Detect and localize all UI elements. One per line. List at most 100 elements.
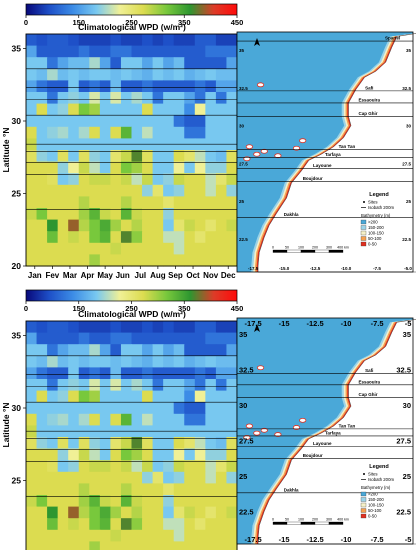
heatmap-cell bbox=[110, 92, 122, 105]
heatmap-cell bbox=[194, 173, 206, 186]
heatmap-cell bbox=[226, 254, 238, 267]
heatmap-cell bbox=[68, 321, 80, 334]
heatmap-cell bbox=[68, 344, 80, 357]
heatmap-cell bbox=[226, 208, 238, 221]
heatmap-cell bbox=[173, 437, 185, 450]
heatmap-cell bbox=[120, 208, 133, 221]
place-label: Tarfaya bbox=[325, 152, 341, 157]
scale-bar-label: 100 bbox=[298, 518, 304, 522]
heatmap-cell bbox=[215, 161, 228, 174]
heatmap-cell bbox=[78, 541, 90, 550]
heatmap-cell bbox=[163, 45, 175, 58]
heatmap-cell bbox=[205, 219, 217, 232]
heatmap-cell bbox=[68, 448, 80, 461]
map-lat-tick-left: 30 bbox=[239, 401, 247, 410]
heatmap-cell bbox=[163, 471, 175, 484]
heatmap-cell bbox=[163, 103, 175, 116]
heatmap-cell bbox=[47, 355, 59, 368]
heatmap-cell bbox=[99, 68, 111, 81]
heatmap-cell bbox=[215, 332, 228, 345]
heatmap-cell bbox=[36, 471, 48, 484]
heatmap-cell bbox=[142, 448, 154, 461]
heatmap-cell bbox=[184, 173, 196, 186]
heatmap-cell bbox=[131, 437, 143, 450]
heatmap-cell bbox=[120, 448, 133, 461]
bathymetry-label: 100-150 bbox=[368, 231, 384, 236]
heatmap-cell bbox=[47, 518, 59, 531]
heatmap-cell bbox=[26, 184, 38, 197]
heatmap-cell bbox=[226, 57, 238, 70]
map-lat-tick-left: 32.5 bbox=[239, 366, 254, 375]
heatmap-cell bbox=[152, 242, 164, 255]
heatmap-cell bbox=[120, 402, 133, 415]
heatmap-cell bbox=[131, 242, 143, 255]
heatmap-cell bbox=[131, 448, 143, 461]
heatmap-cell bbox=[89, 184, 101, 197]
colorbar-tick-label: 0 bbox=[24, 18, 28, 27]
heatmap-cell bbox=[110, 390, 122, 403]
heatmap-cell bbox=[89, 208, 101, 221]
heatmap-cell bbox=[194, 344, 206, 357]
colorbar-tick-label: 150 bbox=[72, 18, 85, 27]
top-heatmap-xticks: Jan Fev Mar Apr May Jun Jul Aug Sep Oct Nov Dec bbox=[28, 266, 236, 280]
map-lon-tick-top: -12.5 bbox=[307, 319, 324, 328]
heatmap-cell bbox=[142, 45, 154, 58]
heatmap-cell bbox=[142, 184, 154, 197]
heatmap-cell bbox=[26, 541, 38, 550]
heatmap-cell bbox=[184, 460, 196, 473]
heatmap-cell bbox=[142, 355, 154, 368]
heatmap-cell bbox=[163, 173, 175, 186]
heatmap-cell bbox=[99, 495, 111, 508]
heatmap-cell bbox=[99, 518, 111, 531]
heatmap-cell bbox=[47, 150, 59, 163]
heatmap-cell bbox=[99, 460, 111, 473]
place-label: Tarfaya bbox=[325, 430, 341, 435]
heatmap-cell bbox=[99, 332, 111, 345]
heatmap-cell bbox=[26, 367, 38, 380]
heatmap-cell bbox=[152, 103, 164, 116]
heatmap-cell bbox=[163, 184, 175, 197]
heatmap-cell bbox=[184, 208, 196, 221]
heatmap-cell bbox=[205, 402, 217, 415]
heatmap-cell bbox=[57, 184, 69, 197]
top-heatmap-yticks: 35 30 25 20 bbox=[12, 44, 26, 271]
heatmap-cell bbox=[205, 92, 217, 105]
heatmap-cell bbox=[173, 541, 185, 550]
heatmap-cell bbox=[226, 173, 238, 186]
heatmap-cell bbox=[163, 254, 175, 267]
heatmap-cell bbox=[215, 483, 228, 496]
heatmap-cell bbox=[68, 332, 80, 345]
heatmap-cell bbox=[68, 196, 80, 209]
heatmap-cell bbox=[131, 161, 143, 174]
heatmap-cell bbox=[99, 506, 111, 519]
heatmap-cell bbox=[205, 115, 217, 128]
heatmap-cell bbox=[194, 150, 206, 163]
island bbox=[256, 82, 265, 88]
heatmap-cell bbox=[47, 471, 59, 484]
heatmap-cell bbox=[47, 413, 59, 426]
heatmap-cell bbox=[78, 321, 90, 334]
heatmap-cell bbox=[68, 529, 80, 542]
heatmap-cell bbox=[26, 115, 38, 128]
heatmap-cell bbox=[184, 448, 196, 461]
heatmap-cell bbox=[68, 80, 80, 93]
legend-item: Isobath 200m bbox=[368, 477, 394, 482]
x-tick-label: Jun bbox=[116, 271, 130, 280]
heatmap-cell bbox=[120, 68, 133, 81]
heatmap-cell bbox=[110, 529, 122, 542]
heatmap-cell bbox=[68, 231, 80, 244]
place-label: Dakhla bbox=[284, 487, 299, 492]
heatmap-cell bbox=[110, 344, 122, 357]
heatmap-cell bbox=[36, 126, 48, 139]
heatmap-cell bbox=[194, 529, 206, 542]
heatmap-cell bbox=[152, 448, 164, 461]
heatmap-cell bbox=[152, 92, 164, 105]
heatmap-cell bbox=[78, 506, 90, 519]
heatmap-cell bbox=[205, 103, 217, 116]
heatmap-cell bbox=[78, 460, 90, 473]
heatmap-cell bbox=[57, 173, 69, 186]
heatmap-cell bbox=[184, 45, 196, 58]
heatmap-cell bbox=[78, 495, 90, 508]
heatmap-cell bbox=[142, 437, 154, 450]
heatmap-cell bbox=[142, 208, 154, 221]
